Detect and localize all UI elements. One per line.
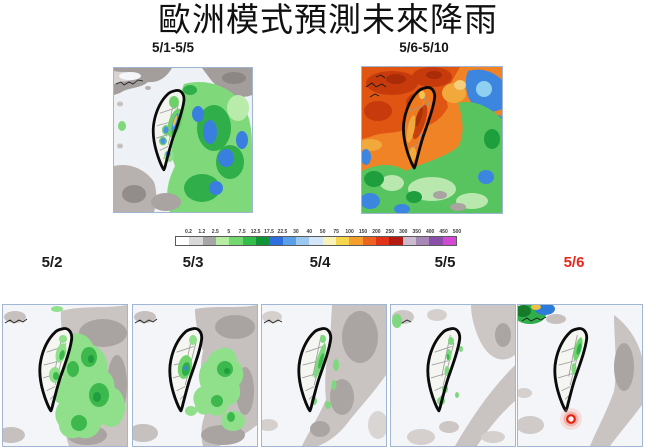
colorbar-tick-label: 7.5 <box>238 229 246 235</box>
colorbar-cell <box>242 237 256 245</box>
rainfall-colorbar: 0.2 1.2 2.5 5 7.5 12.5 17.5 22.5 30 40 50 75 100 150 2… <box>175 229 461 246</box>
colorbar-tick-label: 30 <box>293 229 299 235</box>
colorbar-tick-label: 40 <box>306 229 313 235</box>
colorbar-cell <box>429 237 443 245</box>
colorbar-cell <box>322 237 336 245</box>
colorbar-tick-label: 200 <box>372 229 381 235</box>
date-label-5-4: 5/4 <box>309 254 331 271</box>
forecast-map-5-1-to-5-5 <box>113 67 253 213</box>
daily-map-5-3 <box>132 304 258 447</box>
date-label-5-3: 5/3 <box>182 254 204 271</box>
colorbar-tick-label: 500 <box>452 229 462 235</box>
rain-map-graphic <box>114 68 252 212</box>
daily-map-5-4 <box>261 304 387 447</box>
colorbar-tick-label: 450 <box>439 229 448 235</box>
colorbar-tick-label: 22.5 <box>277 229 288 235</box>
colorbar-tick-label: 1.2 <box>198 229 206 235</box>
colorbar-tick-label: 5 <box>227 229 231 235</box>
colorbar-cell <box>375 237 390 245</box>
red-circle-marker <box>566 414 576 424</box>
rain-map-graphic <box>3 305 127 446</box>
colorbar-cells <box>175 236 457 246</box>
label-period-2: 5/6-5/10 <box>399 40 449 55</box>
colorbar-cell <box>349 237 363 245</box>
colorbar-cell <box>176 237 190 245</box>
colorbar-tick-label: 250 <box>385 229 395 235</box>
colorbar-cell <box>389 237 403 245</box>
daily-map-5-5 <box>390 304 516 447</box>
colorbar-cell <box>442 237 456 245</box>
colorbar-tick-label: 50 <box>319 229 326 235</box>
colorbar-cell <box>295 237 310 245</box>
page-title: 歐洲模式預測未來降雨 <box>158 0 498 39</box>
rain-map-graphic <box>518 305 642 446</box>
colorbar-tick-label: 400 <box>425 229 435 235</box>
rain-map-graphic <box>391 305 515 446</box>
colorbar-cell <box>229 237 243 245</box>
colorbar-tick-label: 12.5 <box>250 229 261 235</box>
colorbar-cell <box>362 237 376 245</box>
colorbar-tick-label: 150 <box>358 229 368 235</box>
daily-map-5-2 <box>2 304 128 447</box>
label-period-1: 5/1-5/5 <box>151 40 195 55</box>
colorbar-ticks: 0.2 1.2 2.5 5 7.5 12.5 17.5 22.5 30 40 50 75 100 150 2… <box>175 229 461 236</box>
colorbar-tick-label: 0.2 <box>184 229 192 235</box>
colorbar-cell <box>415 237 430 245</box>
colorbar-tick-label: 2.5 <box>211 229 219 235</box>
colorbar-cell <box>215 237 230 245</box>
daily-map-5-6 <box>517 304 643 447</box>
colorbar-tick-label: 75 <box>333 229 339 235</box>
colorbar-cell <box>335 237 350 245</box>
date-label-5-5: 5/5 <box>434 254 456 271</box>
colorbar-cell <box>189 237 203 245</box>
colorbar-tick-label: 17.5 <box>264 229 274 235</box>
colorbar-tick-label: 350 <box>412 229 421 235</box>
colorbar-cell <box>202 237 216 245</box>
date-label-5-2: 5/2 <box>41 254 63 271</box>
colorbar-tick-label: 300 <box>399 229 408 235</box>
date-label-5-6: 5/6 <box>563 254 585 271</box>
colorbar-cell <box>269 237 283 245</box>
rain-map-graphic <box>262 305 386 446</box>
colorbar-cell <box>309 237 323 245</box>
forecast-map-5-6-to-5-10 <box>361 66 503 214</box>
colorbar-cell <box>255 237 270 245</box>
colorbar-tick-label: 100 <box>345 229 354 235</box>
rain-map-graphic <box>133 305 257 446</box>
rain-map-graphic <box>362 67 502 213</box>
colorbar-cell <box>402 237 416 245</box>
colorbar-cell <box>282 237 296 245</box>
